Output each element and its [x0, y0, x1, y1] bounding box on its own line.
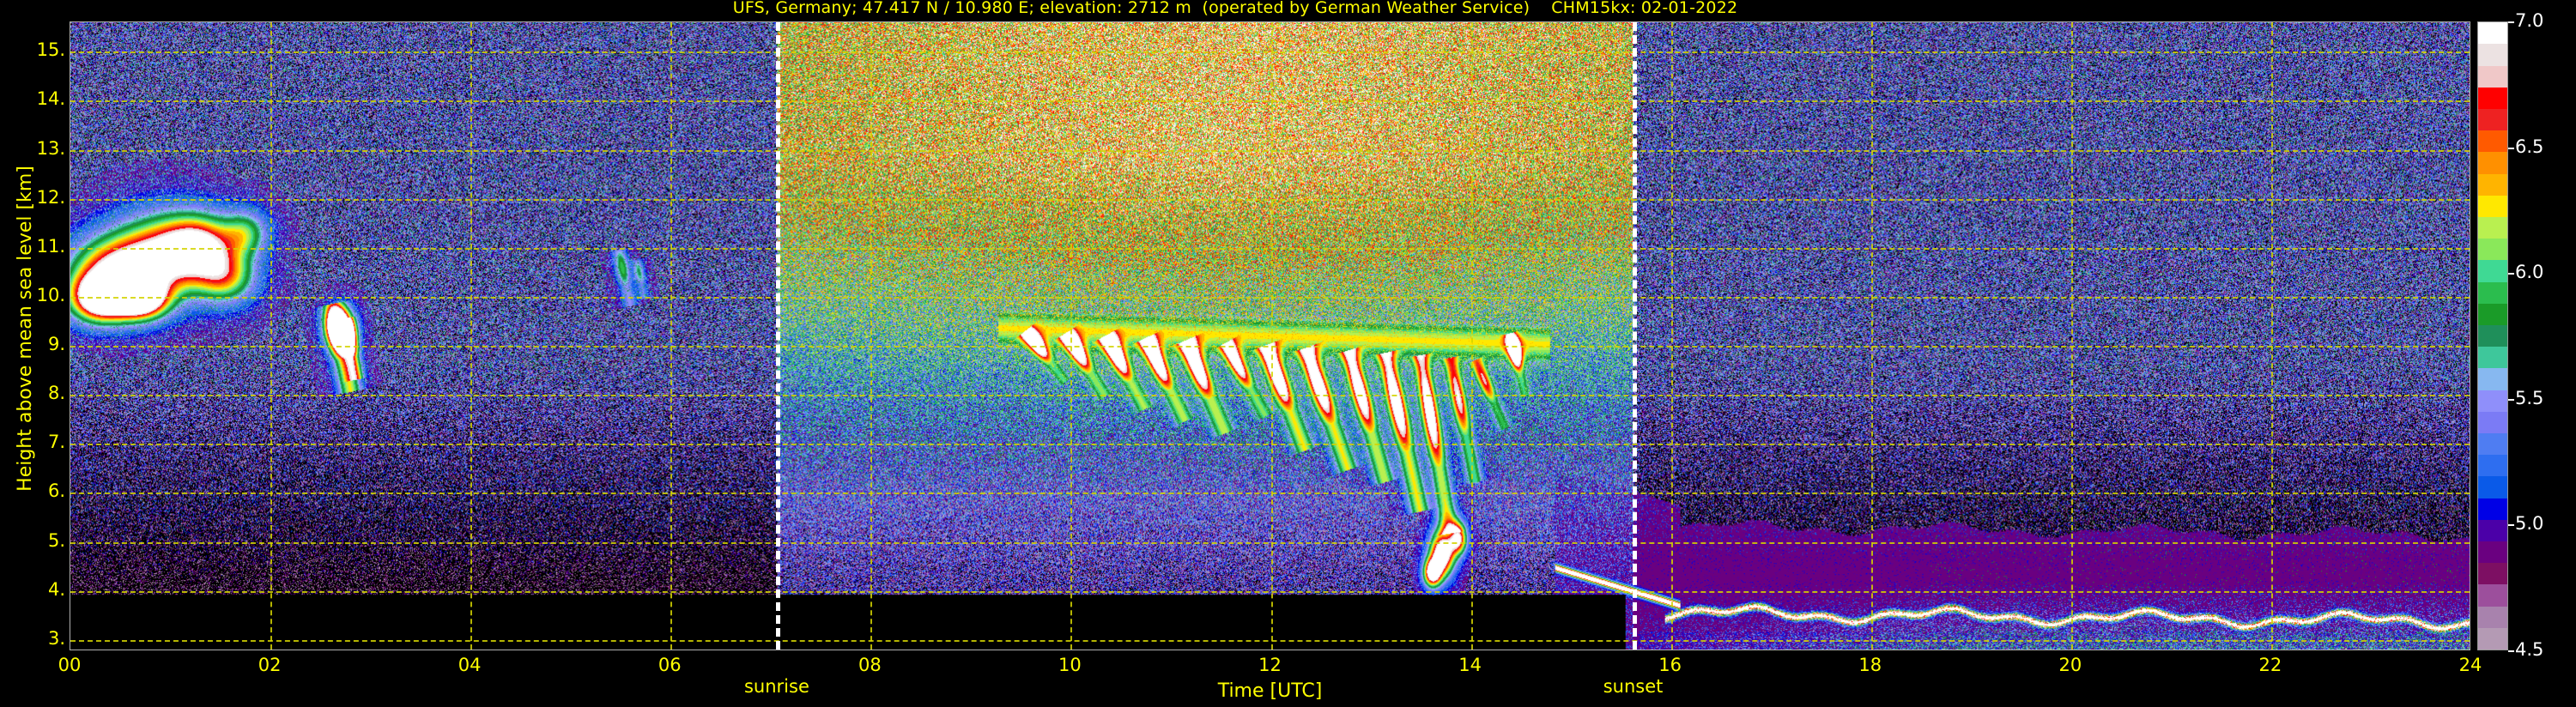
y-axis-tick-label: 15. [36, 39, 65, 61]
x-axis-tick-label: 24 [2458, 655, 2482, 675]
colorbar-segment [2478, 216, 2507, 239]
y-axis-tick-label: 13. [36, 137, 65, 159]
colorbar-segment [2478, 65, 2507, 88]
page-title: UFS, Germany; 47.417 N / 10.980 E; eleva… [732, 0, 1738, 17]
sun-event-line-sunset [1632, 22, 1637, 650]
y-axis-ticks: 15. 14. 13. 12. 11. 10. 9. 8. 7. 6. 5. 4. 3. [0, 0, 67, 707]
colorbar-segment [2478, 173, 2507, 196]
x-axis-tick-label: 20 [2058, 655, 2082, 675]
x-axis-tick-label: 08 [858, 655, 882, 675]
colorbar-tickmark [2508, 650, 2514, 652]
colorbar-segment [2478, 411, 2507, 433]
colorbar-segment [2478, 627, 2507, 650]
x-axis-tick-label: 02 [258, 655, 282, 675]
colorbar-gradient [2477, 21, 2508, 650]
y-axis-tick-label: 7. [47, 432, 65, 453]
colorbar-segment [2478, 476, 2507, 499]
x-axis-tick-label: 18 [1858, 655, 1882, 675]
colorbar-tickmark [2508, 21, 2514, 23]
backscatter-heatmap-canvas [70, 22, 2470, 650]
colorbar-tick-label: 7.0 [2515, 10, 2544, 31]
x-axis-tick-label: 06 [658, 655, 682, 675]
y-axis-tick-label: 12. [36, 186, 65, 208]
colorbar-segment [2478, 44, 2507, 66]
colorbar-segment [2478, 584, 2507, 607]
colorbar-segment [2478, 541, 2507, 564]
sun-event-label-sunrise: sunrise [743, 676, 809, 697]
colorbar-segment [2478, 368, 2507, 390]
x-axis-tick-label: 10 [1058, 655, 1082, 675]
colorbar-tick-label: 4.5 [2515, 639, 2544, 660]
colorbar-segment [2478, 498, 2507, 520]
y-axis-title: Height above mean sea level [km] [15, 166, 36, 492]
colorbar-segment [2478, 239, 2507, 261]
y-axis-tick-label: 8. [47, 383, 65, 404]
colorbar-segment [2478, 390, 2507, 412]
colorbar-segment [2478, 260, 2507, 282]
y-axis-tick-label: 11. [36, 235, 65, 257]
colorbar-segment [2478, 130, 2507, 153]
x-axis-tick-label: 16 [1658, 655, 1682, 675]
colorbar-segment [2478, 22, 2507, 45]
y-axis-tick-label: 10. [36, 284, 65, 305]
colorbar-segment [2478, 195, 2507, 217]
colorbar-tick-label: 5.0 [2515, 513, 2544, 535]
y-axis-tick-label: 5. [47, 529, 65, 551]
colorbar-segment [2478, 303, 2507, 325]
y-axis-tick-label: 9. [47, 334, 65, 355]
x-axis-tick-label: 00 [58, 655, 82, 675]
colorbar-segment [2478, 108, 2507, 131]
colorbar: 7.0 6.5 6.0 5.5 5.0 4.5 [2477, 12, 2543, 659]
plot-area [70, 21, 2470, 650]
colorbar-tickmark [2508, 524, 2514, 527]
x-axis-title: Time [UTC] [1217, 680, 1323, 702]
colorbar-segment [2478, 324, 2507, 347]
sun-event-label-sunset: sunset [1603, 676, 1664, 697]
y-axis-tick-label: 3. [47, 627, 65, 649]
colorbar-segment [2478, 455, 2507, 477]
colorbar-tick-label: 5.5 [2515, 387, 2544, 408]
x-axis-tick-label: 14 [1458, 655, 1482, 675]
colorbar-segment [2478, 152, 2507, 174]
y-axis-tick-label: 4. [47, 578, 65, 600]
colorbar-tick-label: 6.0 [2515, 262, 2544, 283]
y-axis-tick-label: 14. [36, 88, 65, 110]
colorbar-segment [2478, 563, 2507, 585]
colorbar-tick-label: 6.5 [2515, 136, 2544, 157]
x-axis-tick-label: 12 [1258, 655, 1282, 675]
colorbar-tickmark [2508, 147, 2514, 149]
colorbar-segment [2478, 519, 2507, 541]
colorbar-segment [2478, 347, 2507, 369]
y-axis-tick-label: 6. [47, 480, 65, 502]
colorbar-segment [2478, 606, 2507, 628]
colorbar-segment [2478, 87, 2507, 109]
x-axis-tick-label: 22 [2258, 655, 2282, 675]
colorbar-segment [2478, 432, 2507, 456]
x-axis-tick-label: 04 [458, 655, 482, 675]
colorbar-segment [2478, 281, 2507, 304]
colorbar-tickmark [2508, 398, 2514, 401]
sun-event-line-sunrise [775, 22, 780, 650]
colorbar-tickmark [2508, 273, 2514, 275]
